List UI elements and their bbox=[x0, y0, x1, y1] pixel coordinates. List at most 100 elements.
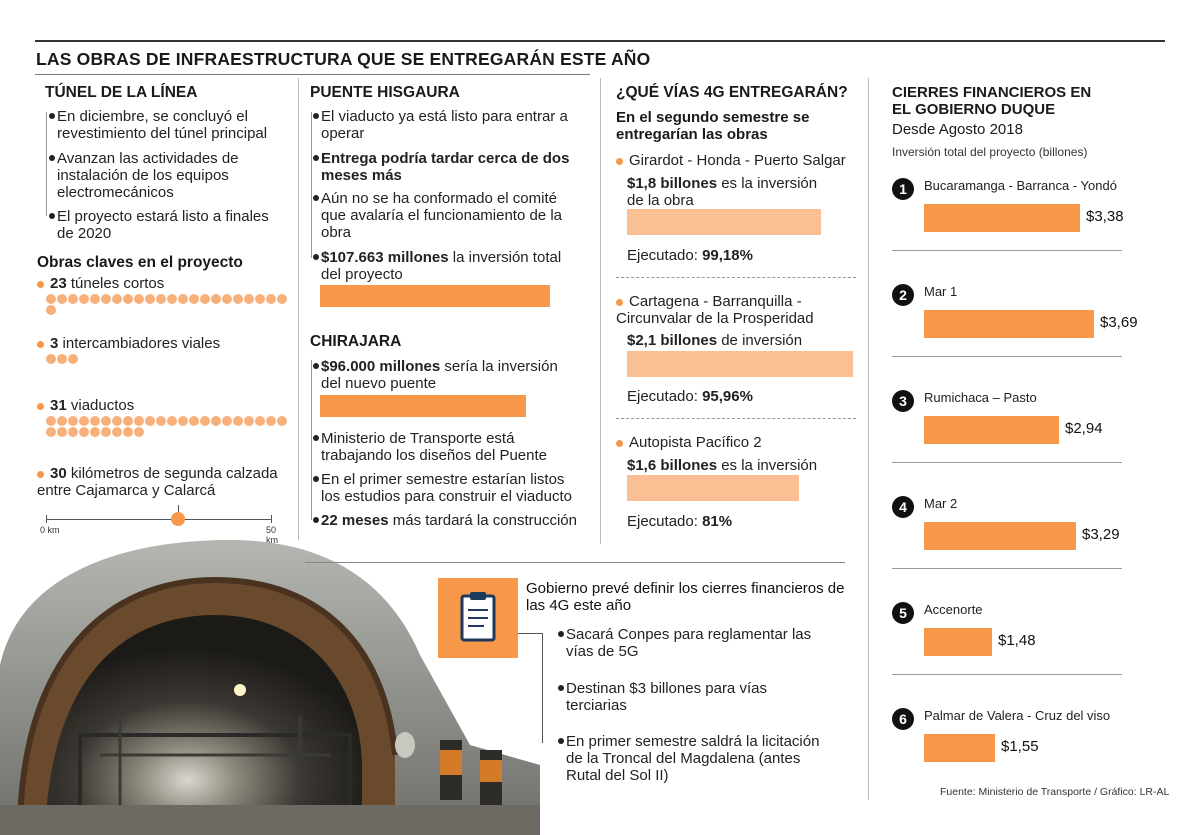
bullet-icon bbox=[313, 435, 319, 441]
bullet-icon bbox=[313, 155, 319, 161]
bullet-icon bbox=[49, 113, 55, 119]
obra-dot bbox=[123, 294, 133, 304]
bullet-icon bbox=[49, 155, 55, 161]
col-divider-1 bbox=[298, 78, 299, 540]
chirajara-item-2: En el primer semestre estarían listos lo… bbox=[313, 471, 581, 505]
obra-dot bbox=[134, 294, 144, 304]
chirajara-title: CHIRAJARA bbox=[310, 333, 402, 350]
bullet-icon bbox=[616, 157, 623, 165]
obra-dot bbox=[145, 294, 155, 304]
bullet-icon bbox=[313, 113, 319, 119]
page-title: LAS OBRAS DE INFRAESTRUCTURA QUE SE ENTR… bbox=[36, 49, 651, 69]
obra-dot bbox=[134, 427, 144, 437]
obra-1-dots bbox=[46, 294, 296, 316]
obra-dot bbox=[266, 294, 276, 304]
project-3-bar bbox=[627, 475, 799, 501]
tunel-timeline bbox=[46, 112, 47, 216]
obra-dot bbox=[255, 294, 265, 304]
obra-dot bbox=[46, 294, 56, 304]
obra-dot bbox=[189, 416, 199, 426]
chart-ylabel: Inversión total del proyecto (billones) bbox=[892, 145, 1088, 159]
obra-dot bbox=[57, 427, 67, 437]
divider bbox=[616, 418, 856, 419]
bullet-icon bbox=[37, 402, 44, 410]
bar-value-label: $2,94 bbox=[1065, 420, 1103, 437]
bullet-icon bbox=[558, 685, 564, 691]
obra-dot bbox=[46, 354, 56, 364]
scale-line bbox=[46, 519, 272, 520]
bar-chart: 1 Bucaramanga - Barranca - Yondó $3,38 2 Mar… bbox=[880, 170, 1180, 780]
bar-category-label: Mar 1 bbox=[924, 284, 958, 299]
obra-dot bbox=[79, 427, 89, 437]
hisgaura-inv: $107.663 millones la inversión total del… bbox=[313, 249, 571, 283]
scale-marker-dot bbox=[171, 512, 185, 526]
chirajara-timeline bbox=[311, 360, 312, 520]
bullet-icon bbox=[49, 213, 55, 219]
rank-badge: 1 bbox=[892, 178, 914, 200]
rank-badge: 3 bbox=[892, 390, 914, 412]
km-text: 30 kilómetros de segunda calzada entre C… bbox=[37, 465, 278, 499]
bullet-icon bbox=[558, 631, 564, 637]
project-3-inv: $1,6 billones es la inversión bbox=[627, 457, 818, 474]
chirajara-item-1: Ministerio de Transporte está trabajando… bbox=[313, 430, 571, 464]
bar-category-label: Palmar de Valera - Cruz del viso bbox=[924, 708, 1111, 723]
obra-dot bbox=[68, 294, 78, 304]
tunnel-photo bbox=[0, 540, 540, 835]
gob-title: Gobierno prevé definir los cierres finan… bbox=[526, 580, 845, 614]
bar-category-label: Accenorte bbox=[924, 602, 983, 617]
obra-dot bbox=[211, 294, 221, 304]
obra-dot bbox=[101, 416, 111, 426]
obra-dot bbox=[112, 416, 122, 426]
obra-dot bbox=[277, 294, 287, 304]
vias4g-title: ¿QUÉ VÍAS 4G ENTREGARÁN? bbox=[616, 84, 848, 101]
project-2-name: Cartagena - Barranquilla - Circunvalar d… bbox=[616, 293, 814, 327]
obra-dot bbox=[222, 294, 232, 304]
row-divider bbox=[892, 250, 1122, 251]
bullet-icon bbox=[313, 363, 319, 369]
obra-dot bbox=[189, 294, 199, 304]
obra-dot bbox=[145, 416, 155, 426]
obra-dot bbox=[57, 354, 67, 364]
hisgaura-timeline bbox=[311, 112, 312, 258]
gob-timeline bbox=[542, 633, 543, 743]
divider bbox=[616, 277, 856, 278]
obra-3: 31 viaductos bbox=[37, 397, 134, 414]
obra-2: 3 intercambiadores viales bbox=[37, 335, 220, 352]
gob-rule bbox=[305, 562, 845, 563]
obra-dot bbox=[233, 416, 243, 426]
obra-dot bbox=[90, 427, 100, 437]
obra-dot bbox=[90, 416, 100, 426]
tunel-item-3: El proyecto estará listo a finales de 20… bbox=[49, 208, 287, 242]
obra-dot bbox=[233, 294, 243, 304]
clipboard-icon bbox=[438, 578, 518, 658]
row-divider bbox=[892, 356, 1122, 357]
obra-1: 23 túneles cortos bbox=[37, 275, 164, 292]
obra-dot bbox=[46, 305, 56, 315]
gob-item-2: Destinan $3 billones para vías terciaria… bbox=[558, 680, 826, 714]
rank-badge: 4 bbox=[892, 496, 914, 518]
bar-category-label: Bucaramanga - Barranca - Yondó bbox=[924, 178, 1117, 193]
obra-dot bbox=[79, 294, 89, 304]
project-1-bar bbox=[627, 209, 821, 235]
project-2-bar bbox=[627, 351, 853, 377]
obra-dot bbox=[200, 294, 210, 304]
obra-dot bbox=[277, 416, 287, 426]
hisgaura-title: PUENTE HISGAURA bbox=[310, 84, 460, 101]
obra-dot bbox=[244, 294, 254, 304]
row-divider bbox=[892, 568, 1122, 569]
obra-dot bbox=[134, 416, 144, 426]
obra-dot bbox=[46, 427, 56, 437]
bullet-icon bbox=[313, 195, 319, 201]
bar bbox=[924, 522, 1076, 550]
project-1-inv: $1,8 billones es la inversión de la obra bbox=[627, 175, 818, 209]
col-divider-3 bbox=[868, 78, 869, 800]
obra-dot bbox=[68, 416, 78, 426]
tunel-title: TÚNEL DE LA LÍNEA bbox=[45, 84, 198, 101]
bar-category-label: Rumichaca – Pasto bbox=[924, 390, 1037, 405]
project-1-name: Girardot - Honda - Puerto Salgar bbox=[616, 152, 866, 169]
bullet-icon bbox=[616, 298, 623, 306]
tunel-item-1: En diciembre, se concluyó el revestimien… bbox=[49, 108, 287, 142]
tunel-item-2: Avanzan las actividades de instalación d… bbox=[49, 150, 287, 201]
hisgaura-item-1: El viaducto ya está listo para entrar a … bbox=[313, 108, 571, 142]
obra-dot bbox=[101, 427, 111, 437]
